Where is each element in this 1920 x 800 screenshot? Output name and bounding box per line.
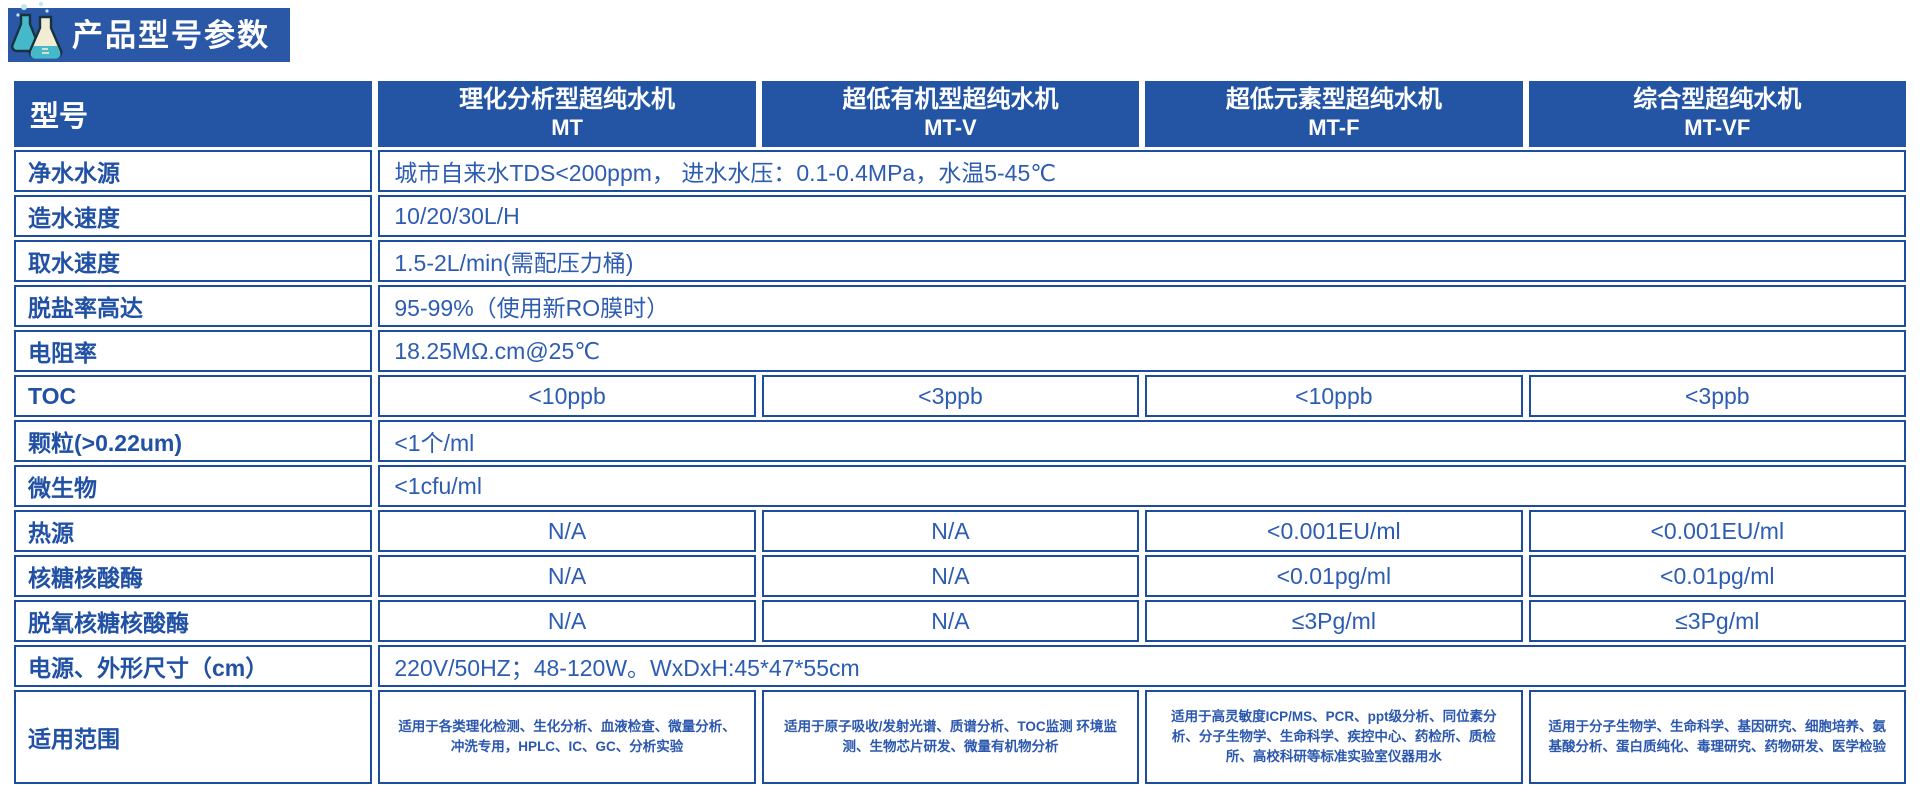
table-row-particles: 颗粒(>0.22um) <1个/ml bbox=[14, 420, 1906, 462]
cell-value: N/A bbox=[761, 510, 1140, 552]
row-value: 220V/50HZ；48-120W。WxDxH:45*47*55cm bbox=[378, 645, 1906, 687]
row-value: 10/20/30L/H bbox=[378, 195, 1906, 237]
table-row-desalination: 脱盐率高达 95-99%（使用新RO膜时） bbox=[14, 285, 1906, 327]
row-label: 取水速度 bbox=[14, 240, 373, 282]
cell-value: N/A bbox=[761, 555, 1140, 597]
cell-value: <0.001EU/ml bbox=[1528, 510, 1906, 552]
page-title: 产品型号参数 bbox=[72, 17, 270, 53]
column-model: MT-VF bbox=[1684, 115, 1751, 141]
cell-value: <3ppb bbox=[1528, 375, 1906, 417]
cell-value: <0.01pg/ml bbox=[1528, 555, 1906, 597]
flasks-icon bbox=[8, 0, 70, 70]
cell-value: 适用于高灵敏度ICP/MS、PCR、ppt级分析、同位素分析、分子生物学、生命科… bbox=[1145, 690, 1523, 784]
row-label: 电源、外形尺寸（cm） bbox=[14, 645, 373, 687]
row-label: 适用范围 bbox=[14, 690, 373, 784]
row-value: 1.5-2L/min(需配压力桶) bbox=[378, 240, 1906, 282]
row-label: 净水水源 bbox=[14, 150, 373, 192]
table-row-dispense-rate: 取水速度 1.5-2L/min(需配压力桶) bbox=[14, 240, 1906, 282]
column-name: 综合型超纯水机 bbox=[1633, 86, 1802, 114]
cell-value: <0.001EU/ml bbox=[1145, 510, 1523, 552]
row-value: <1cfu/ml bbox=[378, 465, 1906, 507]
table-header-row: 型号 理化分析型超纯水机 MT 超低有机型超纯水机 MT-V 超低元素型超纯水机… bbox=[14, 81, 1906, 147]
row-label: 脱氧核糖核酸酶 bbox=[14, 600, 373, 642]
cell-value: N/A bbox=[378, 510, 756, 552]
row-value: 95-99%（使用新RO膜时） bbox=[378, 285, 1906, 327]
row-label: 电阻率 bbox=[14, 330, 373, 372]
column-name: 超低元素型超纯水机 bbox=[1225, 86, 1442, 114]
row-value: 城市自来水TDS<200ppm， 进水水压：0.1-0.4MPa，水温5-45℃ bbox=[378, 150, 1906, 192]
table-row-power-dimensions: 电源、外形尺寸（cm） 220V/50HZ；48-120W。WxDxH:45*4… bbox=[14, 645, 1906, 687]
header-col-mt-f: 超低元素型超纯水机 MT-F bbox=[1145, 81, 1523, 147]
row-label: TOC bbox=[14, 375, 373, 417]
header-col-mt: 理化分析型超纯水机 MT bbox=[378, 81, 756, 147]
cell-value: N/A bbox=[761, 600, 1140, 642]
table-row-toc: TOC <10ppb <3ppb <10ppb <3ppb bbox=[14, 375, 1906, 417]
table-row-water-source: 净水水源 城市自来水TDS<200ppm， 进水水压：0.1-0.4MPa，水温… bbox=[14, 150, 1906, 192]
column-model: MT-F bbox=[1308, 115, 1360, 141]
row-label: 热源 bbox=[14, 510, 373, 552]
header-model-label: 型号 bbox=[14, 81, 373, 147]
header-col-mt-v: 超低有机型超纯水机 MT-V bbox=[761, 81, 1140, 147]
column-name: 超低有机型超纯水机 bbox=[842, 86, 1059, 114]
row-label: 脱盐率高达 bbox=[14, 285, 373, 327]
cell-value: ≤3Pg/ml bbox=[1145, 600, 1523, 642]
cell-value: <3ppb bbox=[761, 375, 1140, 417]
cell-value: ≤3Pg/ml bbox=[1528, 600, 1906, 642]
table-row-dnase: 脱氧核糖核酸酶 N/A N/A ≤3Pg/ml ≤3Pg/ml bbox=[14, 600, 1906, 642]
row-value: <1个/ml bbox=[378, 420, 1906, 462]
spec-table: 型号 理化分析型超纯水机 MT 超低有机型超纯水机 MT-V 超低元素型超纯水机… bbox=[8, 78, 1912, 787]
table-row-rnase: 核糖核酸酶 N/A N/A <0.01pg/ml <0.01pg/ml bbox=[14, 555, 1906, 597]
table-row-pyrogen: 热源 N/A N/A <0.001EU/ml <0.001EU/ml bbox=[14, 510, 1906, 552]
model-label-text: 型号 bbox=[30, 101, 89, 133]
row-value: 18.25MΩ.cm@25℃ bbox=[378, 330, 1906, 372]
row-label: 微生物 bbox=[14, 465, 373, 507]
column-model: MT-V bbox=[924, 115, 977, 141]
row-label: 核糖核酸酶 bbox=[14, 555, 373, 597]
cell-value: 适用于原子吸收/发射光谱、质谱分析、TOC监测 环境监测、生物芯片研发、微量有机… bbox=[761, 690, 1140, 784]
cell-value: N/A bbox=[378, 600, 756, 642]
cell-value: <10ppb bbox=[378, 375, 756, 417]
table-row-microorganism: 微生物 <1cfu/ml bbox=[14, 465, 1906, 507]
cell-value: <0.01pg/ml bbox=[1145, 555, 1523, 597]
table-row-production-rate: 造水速度 10/20/30L/H bbox=[14, 195, 1906, 237]
header-col-mt-vf: 综合型超纯水机 MT-VF bbox=[1528, 81, 1906, 147]
cell-value: N/A bbox=[378, 555, 756, 597]
table-row-applications: 适用范围 适用于各类理化检测、生化分析、血液检查、微量分析、冲洗专用，HPLC、… bbox=[14, 690, 1906, 784]
column-name: 理化分析型超纯水机 bbox=[459, 86, 676, 114]
column-model: MT bbox=[551, 115, 583, 141]
table-row-resistivity: 电阻率 18.25MΩ.cm@25℃ bbox=[14, 330, 1906, 372]
cell-value: <10ppb bbox=[1145, 375, 1523, 417]
section-banner: 产品型号参数 bbox=[8, 1, 290, 62]
row-label: 颗粒(>0.22um) bbox=[14, 420, 373, 462]
cell-value: 适用于分子生物学、生命科学、基因研究、细胞培养、氨基酸分析、蛋白质纯化、毒理研究… bbox=[1528, 690, 1906, 784]
cell-value: 适用于各类理化检测、生化分析、血液检查、微量分析、冲洗专用，HPLC、IC、GC… bbox=[378, 690, 756, 784]
row-label: 造水速度 bbox=[14, 195, 373, 237]
